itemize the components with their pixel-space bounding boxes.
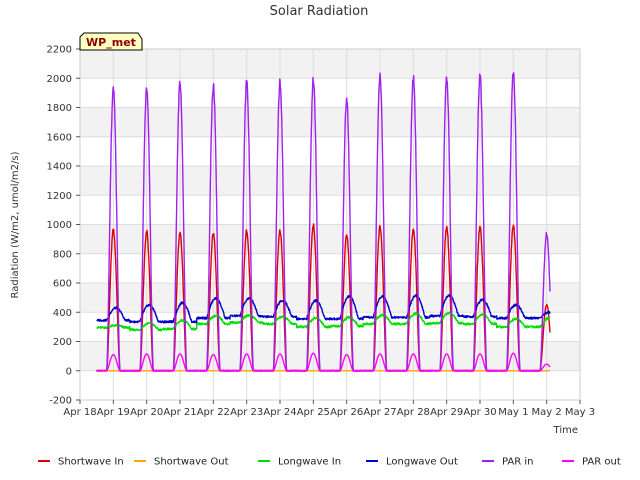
y-tick-label: 1400 [47,162,72,173]
plot-band [80,253,580,283]
y-tick-label: 2200 [47,45,72,56]
y-tick-label: 600 [53,279,72,290]
y-tick-label: 1200 [47,191,72,202]
chart-title: Solar Radiation [270,4,369,19]
y-tick-label: 400 [53,308,72,319]
x-tick-label: Apr 26 [330,407,363,418]
y-tick-label: 1800 [47,103,72,114]
legend-label: Longwave In [278,457,341,468]
plot-band [80,107,580,137]
x-tick-label: May 2 [532,407,562,418]
y-tick-label: -200 [49,396,72,407]
x-tick-label: Apr 18 [63,407,96,418]
plot-band [80,136,580,166]
y-tick-label: 1000 [47,220,72,231]
x-tick-label: May 3 [565,407,595,418]
plot-band [80,49,580,79]
plot-band [80,341,580,371]
x-tick-label: May 1 [498,407,528,418]
y-axis-ticks: -200 0 200 400 600 800 1000 1200 1400 1600 1800 200… [47,45,80,407]
legend-label: Shortwave In [58,457,124,468]
series-lines [96,72,551,372]
legend-label: Longwave Out [386,457,458,468]
x-tick-label: Apr 23 [230,407,263,418]
x-tick-label: Apr 21 [163,407,196,418]
x-axis-ticks: Apr 18 Apr 19 Apr 20 Apr 21 Apr 22 Apr 23 Apr … [63,400,595,418]
y-tick-label: 200 [53,337,72,348]
legend-label: PAR out [582,457,621,468]
y-tick-label: 800 [53,249,72,260]
y-tick-label: 1600 [47,132,72,143]
x-tick-label: Apr 29 [430,407,463,418]
x-tick-label: Apr 19 [97,407,130,418]
x-tick-label: Apr 27 [363,407,396,418]
y-axis-title: Radiation (W/m2, umol/m2/s) [10,151,21,298]
plot-band [80,370,580,400]
legend-label: PAR in [502,457,533,468]
x-tick-label: Apr 30 [463,407,496,418]
legend-label: Shortwave Out [154,457,229,468]
station-badge-text: WP_met [86,36,136,49]
station-badge-shape [79,32,143,51]
chart-legend: Shortwave In Shortwave Out Longwave In Long… [38,457,621,468]
x-axis-title: Time [553,425,578,436]
x-tick-label: Apr 20 [130,407,163,418]
plot-band [80,224,580,254]
y-tick-label: 2000 [47,74,72,85]
plot-band [80,166,580,196]
x-tick-label: Apr 24 [263,407,296,418]
plot-band [80,195,580,225]
x-tick-label: Apr 25 [297,407,330,418]
plot-band [80,78,580,108]
x-tick-label: Apr 28 [397,407,430,418]
series-line-par-out [96,352,551,372]
y-tick-label: 0 [66,366,72,377]
station-badge: WP_met [79,32,143,51]
x-tick-label: Apr 22 [197,407,230,418]
plot-band [80,283,580,313]
